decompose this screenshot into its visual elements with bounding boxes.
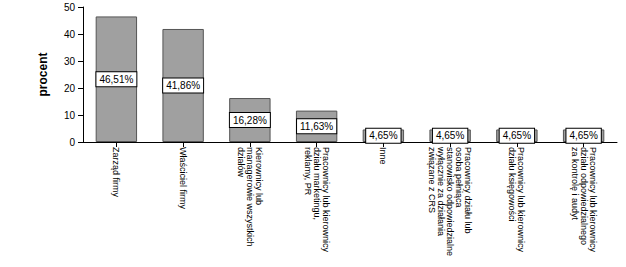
svg-text:działu marketingu,: działu marketingu, <box>311 147 322 223</box>
svg-text:4,65%: 4,65% <box>369 130 397 141</box>
svg-text:30: 30 <box>64 56 76 67</box>
svg-text:związane z CRS: związane z CRS <box>427 147 437 213</box>
svg-text:wyłącznie za działania: wyłącznie za działania <box>436 147 447 239</box>
svg-text:16,28%: 16,28% <box>233 115 267 126</box>
svg-text:50: 50 <box>64 2 76 13</box>
svg-text:41,86%: 41,86% <box>166 80 200 91</box>
svg-text:10: 10 <box>64 110 76 121</box>
svg-text:działu odpowiedzialnego: działu odpowiedzialnego <box>578 147 589 248</box>
svg-text:Pracownicy lub kierownicy: Pracownicy lub kierownicy <box>516 147 527 255</box>
svg-text:4,65%: 4,65% <box>569 130 597 141</box>
svg-text:osoba pełniąca: osoba pełniąca <box>454 147 465 211</box>
svg-text:reklamy, PR: reklamy, PR <box>303 147 313 196</box>
svg-text:stanowisko odpowiedzialne: stanowisko odpowiedzialne <box>445 147 456 259</box>
svg-text:Pracownicy działu lub: Pracownicy działu lub <box>463 147 474 236</box>
svg-text:0: 0 <box>69 137 75 148</box>
svg-text:Zarząd firmy: Zarząd firmy <box>111 147 121 198</box>
svg-text:Inne: Inne <box>378 147 388 165</box>
svg-text:40: 40 <box>64 29 76 40</box>
svg-text:46,51%: 46,51% <box>99 74 133 85</box>
svg-text:procent: procent <box>36 52 50 96</box>
svg-text:4,65%: 4,65% <box>503 130 531 141</box>
svg-text:działu księgowości: działu księgowości <box>507 147 517 222</box>
svg-text:działów: działów <box>236 147 246 178</box>
svg-text:za kontrolę i audyt: za kontrolę i audyt <box>570 147 580 221</box>
svg-text:Pracownicy lub kierownicy: Pracownicy lub kierownicy <box>587 147 598 255</box>
svg-text:Pracownicy lub kierownicy: Pracownicy lub kierownicy <box>320 147 331 255</box>
svg-text:20: 20 <box>64 83 76 94</box>
svg-text:managerowie wszystkich: managerowie wszystkich <box>244 147 255 249</box>
svg-text:11,63%: 11,63% <box>300 121 333 132</box>
svg-text:4,65%: 4,65% <box>436 130 464 141</box>
svg-text:Kierownicy lub: Kierownicy lub <box>253 147 264 208</box>
svg-text:Właściciel firmy: Właściciel firmy <box>178 147 188 209</box>
